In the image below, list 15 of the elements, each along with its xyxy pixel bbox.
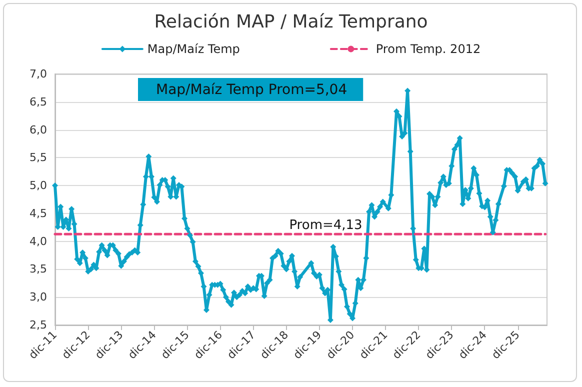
annotation: Map/Maíz Temp Prom=5,04 xyxy=(156,82,348,98)
y-tick-label: 3,0 xyxy=(30,290,47,304)
y-tick-label: 6,0 xyxy=(30,123,47,136)
y-tick-label: 2,5 xyxy=(30,318,47,332)
legend-label: Map/Maíz Temp xyxy=(147,42,240,56)
y-tick-label: 5,0 xyxy=(30,179,47,192)
annotation: Prom=4,13 xyxy=(289,218,362,234)
y-tick-label: 4,5 xyxy=(30,206,47,220)
y-tick-label: 4,0 xyxy=(30,234,47,248)
chart-title: Relación MAP / Maíz Temprano xyxy=(154,12,428,32)
y-tick-label: 3,5 xyxy=(30,262,47,276)
y-tick-label: 7,0 xyxy=(30,68,47,80)
legend-label: Prom Temp. 2012 xyxy=(376,42,481,56)
y-tick-label: 6,5 xyxy=(30,95,47,108)
y-tick-label: 5,5 xyxy=(30,151,47,164)
